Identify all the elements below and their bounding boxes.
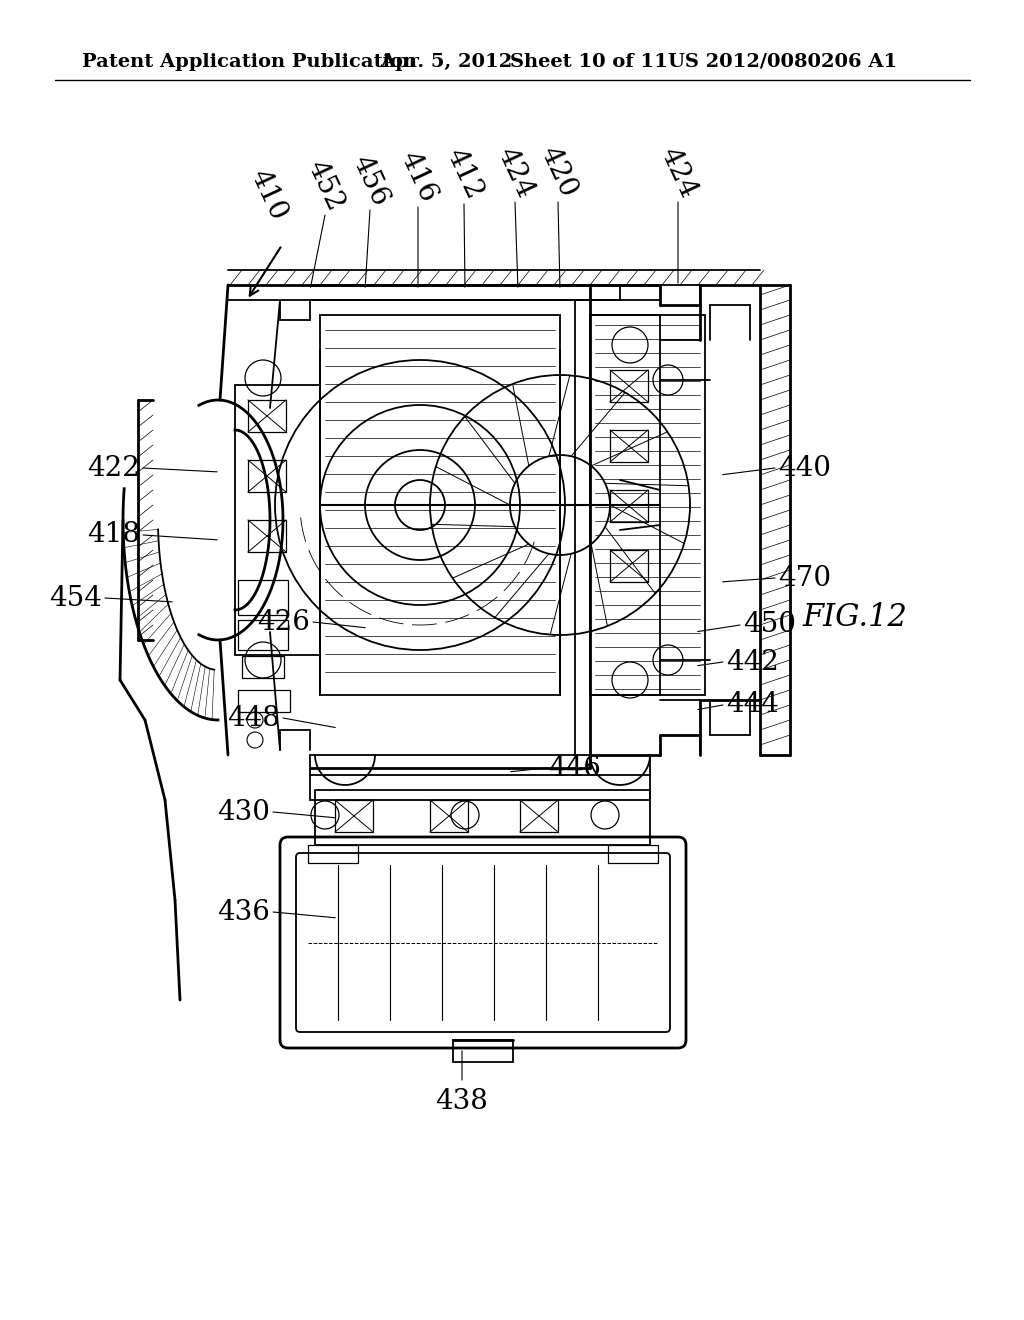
Text: 448: 448	[227, 705, 280, 731]
Text: US 2012/0080206 A1: US 2012/0080206 A1	[668, 53, 897, 71]
Bar	[234, 385, 319, 655]
Bar	[242, 656, 284, 678]
Bar	[520, 800, 558, 832]
Text: 418: 418	[87, 521, 140, 549]
Text: Patent Application Publication: Patent Application Publication	[82, 53, 417, 71]
Text: 446: 446	[548, 755, 601, 781]
Text: 410: 410	[245, 165, 292, 224]
Bar	[238, 579, 288, 615]
Text: 436: 436	[217, 899, 270, 925]
Text: 424: 424	[492, 143, 539, 202]
Text: 442: 442	[726, 648, 779, 676]
Bar	[335, 800, 373, 832]
Text: 456: 456	[346, 150, 393, 210]
Text: 454: 454	[49, 585, 102, 611]
Text: 470: 470	[778, 565, 831, 591]
Text: 420: 420	[535, 143, 582, 202]
Text: 422: 422	[87, 454, 140, 482]
Text: 426: 426	[257, 609, 310, 635]
Bar	[308, 845, 358, 863]
Bar	[248, 400, 286, 432]
Bar	[610, 370, 648, 403]
Bar	[430, 800, 468, 832]
Bar	[248, 520, 286, 552]
Bar	[248, 459, 286, 492]
Text: 438: 438	[435, 1088, 488, 1115]
Text: Apr. 5, 2012: Apr. 5, 2012	[380, 53, 512, 71]
Text: 440: 440	[778, 454, 831, 482]
Text: FIG.12: FIG.12	[803, 602, 907, 634]
Bar	[608, 845, 658, 863]
Bar	[590, 315, 705, 696]
Text: 430: 430	[217, 799, 270, 825]
Bar	[610, 430, 648, 462]
Text: 444: 444	[726, 692, 779, 718]
Bar	[610, 550, 648, 582]
Bar	[238, 620, 288, 649]
Bar	[315, 789, 650, 845]
Bar	[319, 315, 560, 696]
Bar	[453, 1040, 513, 1063]
Text: Sheet 10 of 11: Sheet 10 of 11	[510, 53, 668, 71]
Text: 452: 452	[302, 156, 348, 215]
Bar	[238, 690, 290, 711]
Text: 424: 424	[654, 143, 701, 202]
Bar	[610, 490, 648, 521]
Text: 416: 416	[394, 148, 441, 207]
Text: 412: 412	[440, 145, 487, 205]
Text: 450: 450	[743, 611, 796, 639]
